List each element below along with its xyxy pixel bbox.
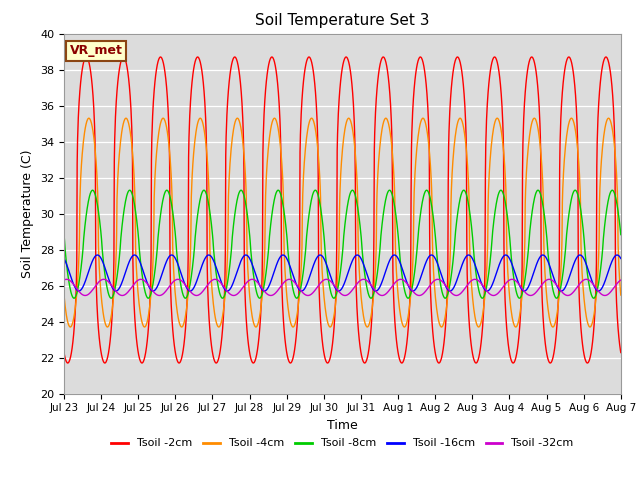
Tsoil -32cm [60,277,68,283]
Tsoil -32cm [184,285,191,291]
Tsoil -32cm [429,279,436,285]
Tsoil -4cm [184,294,191,300]
Tsoil -2cm [552,339,559,345]
Tsoil -32cm [552,280,559,286]
Tsoil -2cm [398,360,406,366]
Tsoil -8cm [184,291,191,297]
Tsoil -16cm [279,252,287,258]
Tsoil -8cm [551,293,559,299]
Tsoil -4cm [252,324,260,330]
Tsoil -2cm [170,342,178,348]
Title: Soil Temperature Set 3: Soil Temperature Set 3 [255,13,429,28]
Tsoil -2cm [246,352,254,358]
Tsoil -4cm [60,292,68,298]
Tsoil -8cm [60,232,68,238]
Line: Tsoil -32cm: Tsoil -32cm [64,279,621,296]
Y-axis label: Soil Temperature (C): Soil Temperature (C) [22,149,35,278]
Tsoil -32cm [246,277,254,283]
Tsoil -4cm [234,115,241,121]
Tsoil -8cm [246,238,254,243]
Tsoil -16cm [184,287,191,292]
Tsoil -2cm [380,54,387,60]
Tsoil -32cm [471,276,479,282]
Line: Tsoil -16cm: Tsoil -16cm [64,255,621,291]
Tsoil -16cm [617,255,625,261]
Tsoil -32cm [617,277,625,283]
X-axis label: Time: Time [327,419,358,432]
Tsoil -2cm [429,337,437,343]
Tsoil -4cm [429,268,437,274]
Tsoil -8cm [429,210,436,216]
Tsoil -16cm [60,255,68,261]
Line: Tsoil -4cm: Tsoil -4cm [64,118,621,327]
Tsoil -4cm [617,292,625,298]
Tsoil -32cm [170,278,178,284]
Tsoil -16cm [246,256,254,262]
Tsoil -8cm [590,295,598,301]
Tsoil -4cm [246,301,254,307]
Tsoil -16cm [552,280,559,286]
Tsoil -32cm [452,293,460,299]
Tsoil -8cm [502,201,509,206]
Tsoil -16cm [502,252,510,258]
Tsoil -8cm [170,221,178,227]
Tsoil -16cm [298,288,305,294]
Line: Tsoil -2cm: Tsoil -2cm [64,57,621,363]
Tsoil -2cm [502,319,510,325]
Tsoil -8cm [617,232,625,238]
Tsoil -32cm [502,280,510,286]
Tsoil -4cm [170,278,178,284]
Tsoil -2cm [184,276,191,281]
Tsoil -4cm [502,200,510,206]
Tsoil -2cm [617,350,625,356]
Text: VR_met: VR_met [70,44,122,58]
Tsoil -4cm [552,319,559,325]
Line: Tsoil -8cm: Tsoil -8cm [64,190,621,298]
Tsoil -16cm [170,254,178,260]
Tsoil -2cm [60,350,68,356]
Tsoil -16cm [429,253,437,259]
Tsoil -8cm [572,187,579,193]
Legend: Tsoil -2cm, Tsoil -4cm, Tsoil -8cm, Tsoil -16cm, Tsoil -32cm: Tsoil -2cm, Tsoil -4cm, Tsoil -8cm, Tsoi… [107,434,578,453]
